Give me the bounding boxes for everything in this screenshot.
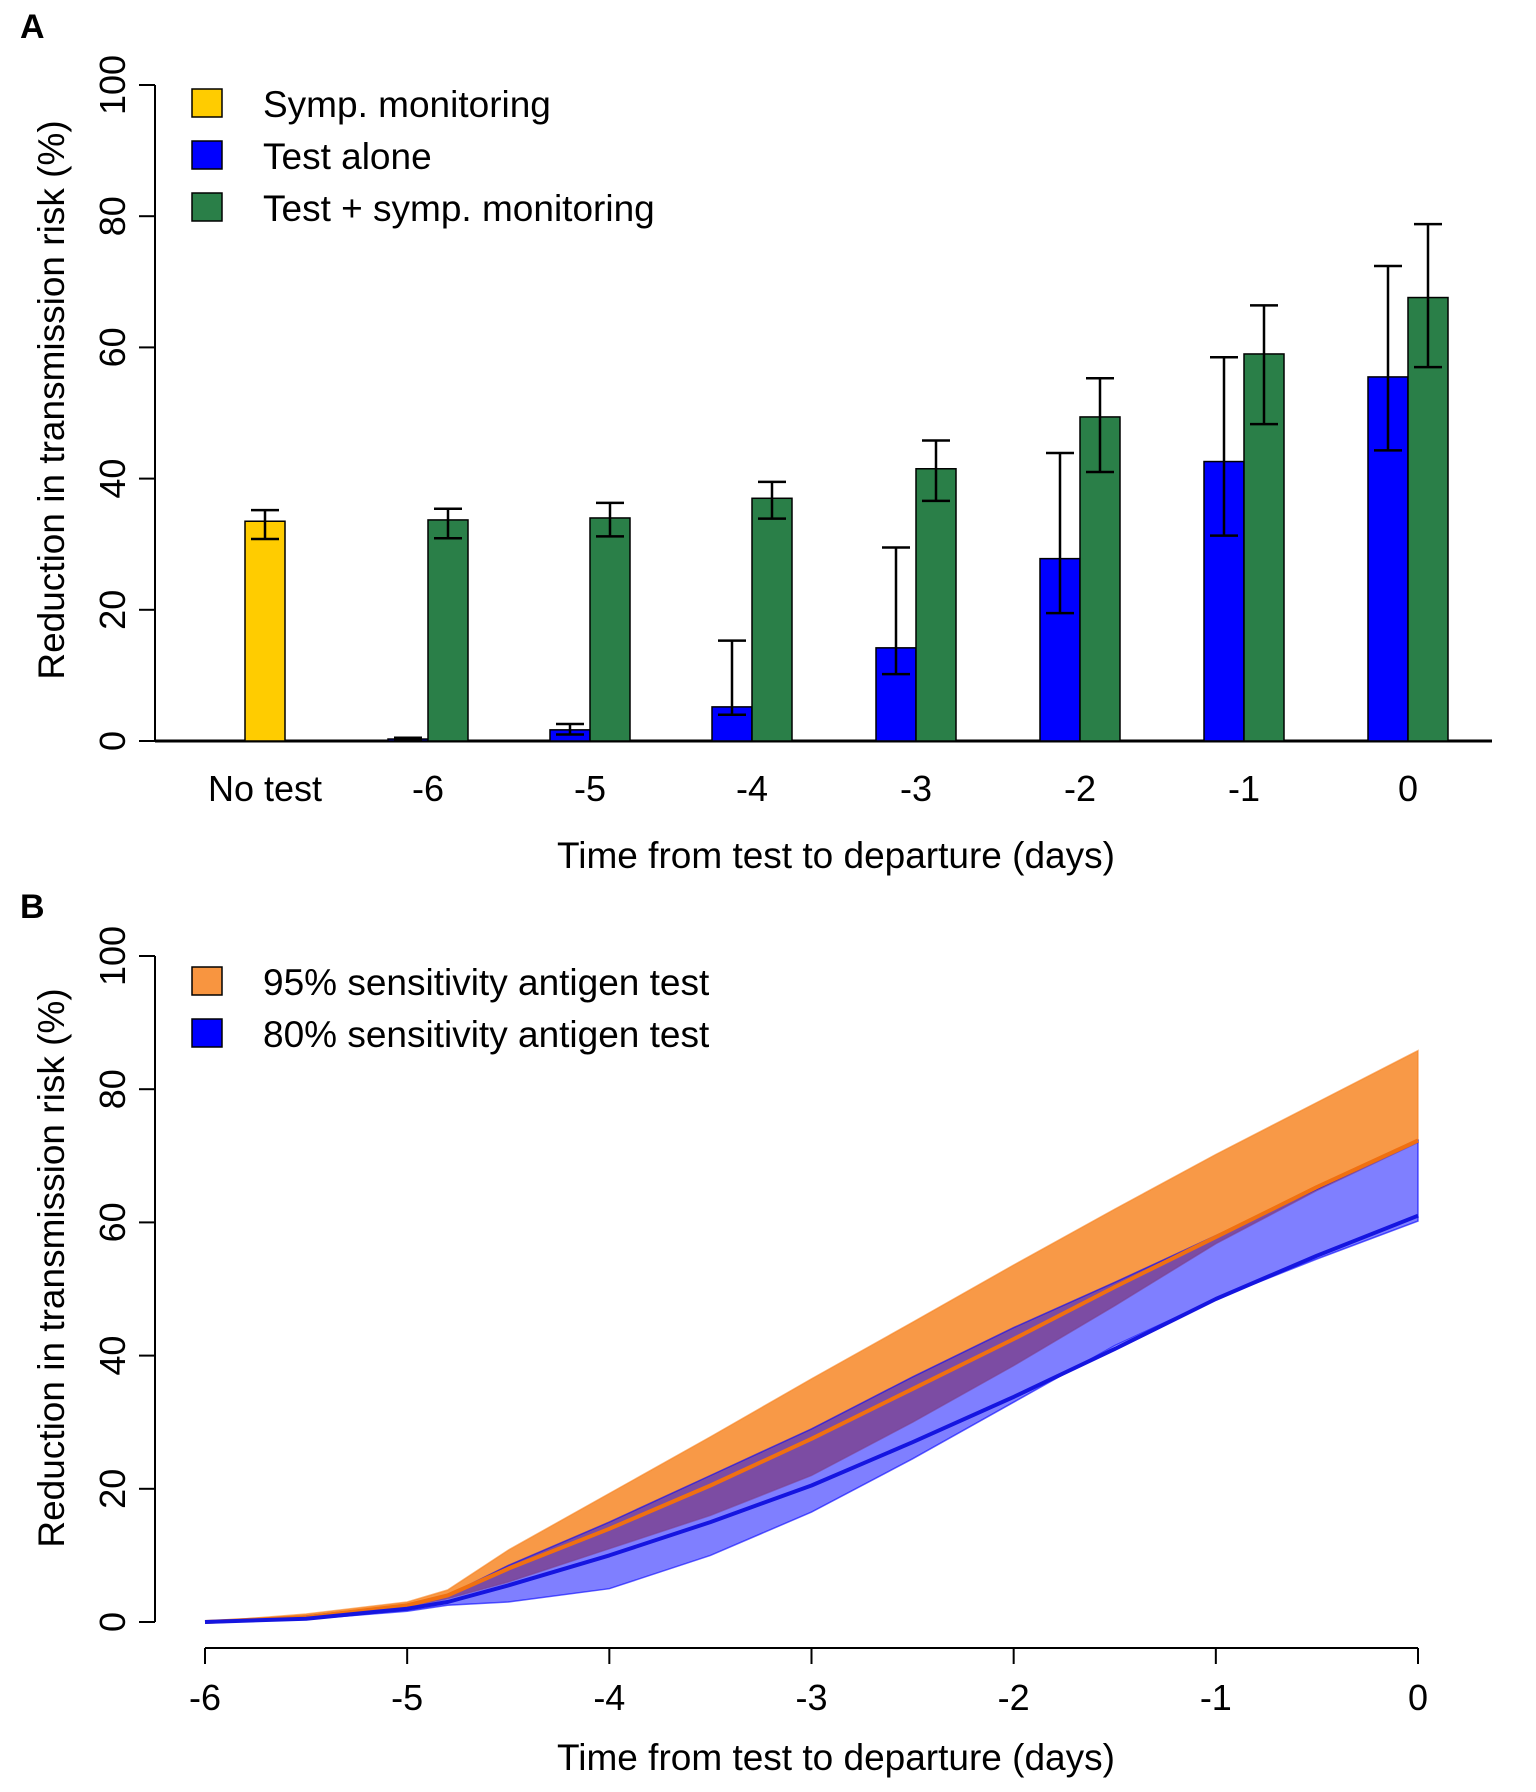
panel-a-x-tick-label-0: 0 [1398, 768, 1418, 809]
panel-a-legend-swatch-symp-monitoring [191, 88, 223, 118]
panel-a-y-tick-label-3: 60 [92, 327, 133, 367]
panel-b-line-80-sensitivity-antigen-test [204, 1213, 1419, 1624]
panel-b-plot-area: 0 20 40 60 80 100 -6 -5 -4 -3 -2 -1 0 [92, 926, 1428, 1718]
panel-b-x-tick-label-0: -6 [189, 1677, 221, 1718]
panel-b-y-tick-label-3: 60 [92, 1202, 133, 1242]
panel-a-y-tick-label-0: 0 [92, 731, 133, 751]
panel-b-legend-swatch-80-sensitivity-antigen-test [191, 1018, 223, 1048]
panel-b-legend: 95% sensitivity antigen test 80% sensitiv… [191, 962, 710, 1055]
panel-b-x-tick-label-4: -2 [998, 1677, 1030, 1718]
panel-a-x-tick-label-4: -4 [736, 768, 768, 809]
panel-b-legend-label-80-sensitivity-antigen-test: 80% sensitivity antigen test [263, 1014, 710, 1055]
panel-a-legend-label-test-alone: Test alone [263, 136, 432, 177]
panel-b-y-tick-label-1: 20 [92, 1469, 133, 1509]
panel-a-bar-symp-monitoring-0 [244, 520, 286, 742]
panel-b-legend-label-95-sensitivity-antigen-test: 95% sensitivity antigen test [263, 962, 710, 1003]
panel-a-bar-test-symp-monitoring-3 [751, 497, 793, 742]
panel-b-x-tick-label-3: -3 [795, 1677, 827, 1718]
panel-b-line-95-sensitivity-antigen-test [204, 1138, 1419, 1624]
panel-a-y-tick-label-2: 40 [92, 459, 133, 499]
panel-a-legend-swatch-test-alone [191, 140, 223, 170]
panel-b-x-tick-label-2: -4 [593, 1677, 625, 1718]
panel-b-y-tick-label-2: 40 [92, 1336, 133, 1376]
panel-a-x-tick-label-no-test: No test [208, 768, 322, 809]
panel-a-x-tick-label-2: -2 [1064, 768, 1096, 809]
panel-a-x-tick-label-6: -6 [412, 768, 444, 809]
panel-a-bar-test-symp-monitoring-4 [915, 468, 957, 742]
panel-b-label: B [20, 888, 45, 926]
panel-a-x-axis-title: Time from test to departure (days) [557, 835, 1115, 876]
panel-b-x-tick-label-1: -5 [391, 1677, 423, 1718]
panel-b-band-95-sensitivity-antigen-test [204, 1049, 1419, 1623]
panel-a-y-axis-title: Reduction in transmission risk (%) [31, 120, 72, 679]
panel-a-bar-test-symp-monitoring-2 [589, 517, 631, 742]
panel-b-x-axis-title: Time from test to departure (days) [557, 1737, 1115, 1778]
panel-a-y-tick-label-1: 20 [92, 590, 133, 630]
panel-a-y-tick-label-4: 80 [92, 196, 133, 236]
panel-b-band-80-sensitivity-antigen-test [204, 1139, 1419, 1623]
panel-a-y-tick-label-5: 100 [92, 55, 133, 115]
panel-a-chart: A Reduction in transmission risk (%) Tim… [20, 8, 1492, 876]
panel-a-bar-test-symp-monitoring-1 [427, 519, 469, 742]
panel-a-legend-swatch-test-symp-monitoring [191, 192, 223, 222]
panel-a-legend-label-test-symp-monitoring: Test + symp. monitoring [263, 188, 655, 229]
panel-a-x-tick-label-5: -5 [574, 768, 606, 809]
panel-b-x-tick-label-5: -1 [1200, 1677, 1232, 1718]
panel-b-x-tick-label-6: 0 [1408, 1677, 1428, 1718]
panel-a-legend: Symp. monitoring Test alone Test + symp. m… [191, 84, 655, 229]
panel-b-y-tick-label-5: 100 [92, 926, 133, 986]
panel-b-y-tick-label-0: 0 [92, 1612, 133, 1632]
panel-b-legend-swatch-95-sensitivity-antigen-test [191, 966, 223, 996]
panel-a-x-tick-label-3: -3 [900, 768, 932, 809]
panel-b-y-tick-label-4: 80 [92, 1069, 133, 1109]
panel-a-legend-label-symp-monitoring: Symp. monitoring [263, 84, 551, 125]
panel-b-chart: B Reduction in transmission risk (%) Tim… [20, 888, 1428, 1778]
panel-a-label: A [20, 8, 45, 46]
panel-a-x-tick-label-1: -1 [1228, 768, 1260, 809]
panel-a-plot-area: 0 20 40 60 80 100 No test -6 -5 -4 -3 -2 -1 0 [92, 55, 1492, 809]
panel-b-y-axis-title: Reduction in transmission risk (%) [31, 988, 72, 1547]
